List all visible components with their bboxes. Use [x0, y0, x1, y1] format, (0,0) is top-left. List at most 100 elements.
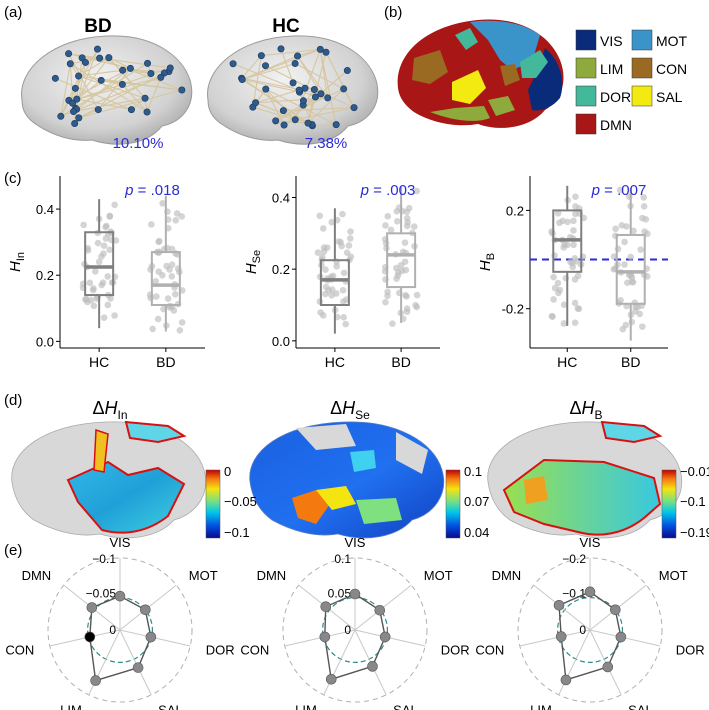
data-point	[152, 277, 160, 285]
data-point	[346, 235, 354, 242]
network-node	[316, 45, 324, 53]
network-legend: VIS MOT LIM CON DOR SAL DMN	[575, 29, 688, 135]
map-patch-yellow	[316, 486, 356, 510]
radar-ring-label: −0.1	[562, 587, 586, 601]
network-node	[71, 120, 79, 128]
colorbar-label: 0.1	[464, 464, 482, 479]
data-point	[619, 325, 627, 333]
box-hc	[319, 259, 350, 307]
data-point	[108, 279, 116, 286]
data-point	[382, 222, 389, 229]
radar-ring-label: −0.1	[92, 552, 116, 566]
network-edge	[76, 67, 131, 110]
radar-point-sal	[132, 662, 144, 673]
map-title-sub: Se	[355, 408, 370, 422]
data-point	[154, 315, 162, 323]
colorbar-label: −0.1	[680, 494, 706, 509]
percent-hc: 7.38%	[305, 135, 348, 152]
region-con-2	[500, 64, 520, 86]
radar-spoke	[519, 629, 591, 647]
network-edge	[146, 77, 162, 113]
network-node	[118, 80, 126, 88]
data-point	[387, 226, 395, 234]
legend-label-dmn: DMN	[600, 117, 632, 133]
network-node	[81, 58, 89, 66]
data-point	[80, 221, 87, 229]
map-title-h: H	[105, 398, 119, 418]
y-tick-label: 0.4	[36, 202, 54, 217]
colorbar-label: −0.01	[680, 464, 709, 479]
radar-chart-2: VIS MOT DOR SAL LIM CON DMN −0.2 −0.1 0	[475, 535, 704, 710]
data-point	[86, 279, 94, 287]
network-edge	[294, 49, 321, 120]
data-point	[384, 292, 391, 300]
radar-axis-label-mot: MOT	[189, 568, 218, 583]
radar-point-con	[555, 631, 567, 642]
network-nodes	[51, 45, 186, 128]
data-point	[328, 218, 336, 226]
data-point	[569, 263, 577, 271]
colorbar-label: 0.04	[464, 525, 489, 540]
effect-region-2	[124, 420, 187, 444]
colorbar-label: −0.19	[680, 525, 709, 540]
data-point	[618, 222, 626, 229]
data-point	[572, 193, 579, 200]
network-edge	[68, 53, 171, 69]
data-point	[148, 221, 155, 228]
p-rest: = .003	[369, 182, 415, 199]
radar-axis-label-mot: MOT	[424, 568, 453, 583]
data-point	[641, 228, 648, 235]
radar-axis-label-con: CON	[475, 643, 504, 658]
network-edge	[275, 88, 344, 122]
network-node	[69, 99, 77, 107]
x-tick-label: HC	[89, 354, 109, 370]
radar-point-mot	[610, 604, 621, 616]
network-node	[304, 119, 312, 127]
map-title-sub: In	[118, 408, 128, 422]
legend-swatch-dor	[575, 85, 597, 107]
radar-axis-label-sal: SAL	[158, 702, 183, 710]
network-node	[340, 85, 348, 93]
network-edge	[275, 120, 309, 124]
y-tick-label: 0.0	[36, 334, 54, 349]
network-node	[96, 54, 104, 62]
region-vis	[528, 48, 563, 111]
legend-swatch-vis	[575, 29, 597, 51]
map-patch-gray	[296, 424, 356, 450]
map-patch-cyan	[350, 450, 376, 472]
network-node	[51, 74, 59, 82]
network-edge	[76, 57, 110, 100]
surface-map-delta-h-b	[487, 420, 682, 539]
region-con	[412, 50, 448, 84]
radar-point-dor	[615, 631, 627, 643]
legend-swatch-sal	[631, 85, 653, 107]
data-point	[155, 268, 163, 275]
network-edge	[68, 67, 131, 101]
data-point	[640, 203, 648, 210]
legend-label-lim: LIM	[600, 61, 623, 77]
network-node	[75, 72, 83, 80]
network-edge	[60, 63, 71, 117]
network-node	[119, 66, 127, 74]
radar-outer-ring	[47, 557, 193, 703]
p-symbol: p	[360, 182, 369, 199]
data-point	[100, 314, 108, 321]
data-point	[389, 320, 396, 327]
radar-axis-label-dor: DOR	[206, 643, 235, 658]
y-tick-label: 0.2	[506, 203, 524, 218]
radar-point-lim	[560, 674, 572, 686]
data-point	[632, 308, 639, 315]
network-node	[272, 117, 280, 125]
radar-ring-label: 0.05	[328, 587, 352, 601]
map-title-h: H	[582, 398, 596, 418]
radar-axis-label-dmn: DMN	[22, 568, 52, 583]
data-point	[617, 296, 624, 304]
region-lim	[430, 106, 490, 121]
radar-outer-ring	[282, 557, 428, 703]
network-node	[70, 108, 78, 116]
y-axis-label: HIn	[7, 252, 27, 272]
data-point	[610, 265, 618, 273]
data-point	[317, 309, 324, 316]
x-tick-label: BD	[621, 354, 640, 370]
map-patch-hot	[292, 490, 330, 524]
